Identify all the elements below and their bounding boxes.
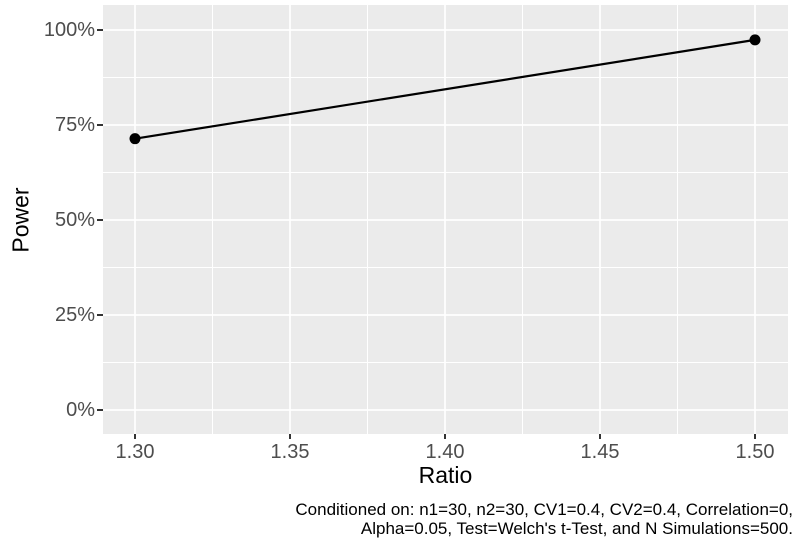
y-tick-mark (97, 219, 103, 221)
caption-line-2: Alpha=0.05, Test=Welch's t-Test, and N S… (360, 519, 793, 538)
y-tick-label: 0% (66, 399, 95, 421)
power-line-plot (103, 5, 788, 434)
x-tick-mark (444, 434, 446, 439)
y-tick-label: 50% (54, 209, 95, 231)
x-tick-mark (289, 434, 291, 439)
x-tick-label: 1.45 (580, 441, 620, 463)
y-tick-mark (97, 29, 103, 31)
y-tick-mark (97, 124, 103, 126)
x-axis-title: Ratio (418, 462, 473, 488)
x-tick-label: 1.35 (270, 441, 310, 463)
caption-line-1: Conditioned on: n1=30, n2=30, CV1=0.4, C… (295, 500, 793, 519)
power-line (134, 38, 756, 140)
y-tick-label: 100% (43, 19, 95, 41)
caption: Conditioned on: n1=30, n2=30, CV1=0.4, C… (295, 500, 793, 538)
data-point (749, 34, 761, 46)
y-tick-mark (97, 409, 103, 411)
plot-panel (103, 5, 788, 434)
x-tick-mark (134, 434, 136, 439)
y-tick-label: 75% (54, 114, 95, 136)
y-tick-mark (97, 314, 103, 316)
x-tick-mark (599, 434, 601, 439)
data-point (129, 133, 141, 145)
y-tick-label: 25% (54, 304, 95, 326)
x-tick-label: 1.40 (425, 441, 465, 463)
x-tick-mark (754, 434, 756, 439)
x-tick-label: 1.30 (115, 441, 155, 463)
x-tick-label: 1.50 (735, 441, 775, 463)
